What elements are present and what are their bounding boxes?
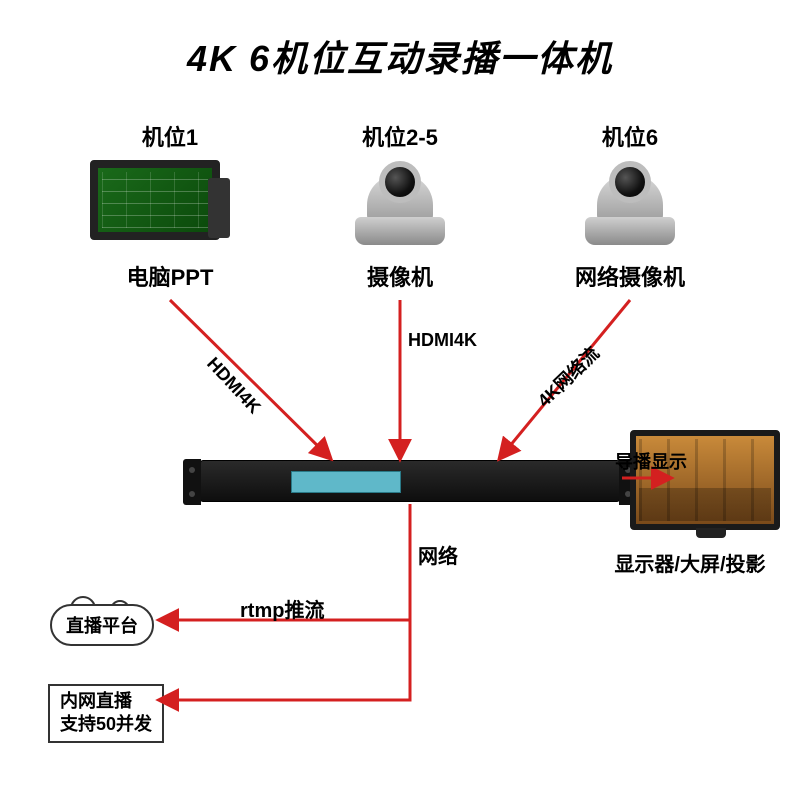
conn-network: 网络 [418,540,458,569]
cloud-label: 直播平台 [66,616,138,636]
cloud-platform-icon: 直播平台 [50,604,154,646]
ptz-camera-icon [345,155,455,245]
monitor-icon [630,430,780,530]
src1-header: 机位1 [100,120,240,152]
src3-header: 机位6 [560,120,700,152]
monitor-caption: 显示器/大屏/投影 [580,548,800,577]
conn-hdmi4k-1: HDMI4K [202,353,264,418]
diagram-title: 4K 6机位互动录播一体机 [0,30,800,82]
ip-camera-icon [575,155,685,245]
recorder-hub-icon [200,460,620,502]
ppt-screen-icon [90,160,220,240]
lan-box: 内网直播 支持50并发 [48,684,164,743]
src2-caption: 摄像机 [330,260,470,292]
conn-rtmp: rtmp推流 [240,594,324,623]
src2-header: 机位2-5 [330,120,470,152]
conn-director-display: 导播显示 [615,448,687,474]
conn-4k-net: 4K网络流 [531,340,604,412]
src1-caption: 电脑PPT [100,260,240,292]
src3-caption: 网络摄像机 [545,260,715,292]
conn-hdmi4k-2: HDMI4K [408,330,477,351]
